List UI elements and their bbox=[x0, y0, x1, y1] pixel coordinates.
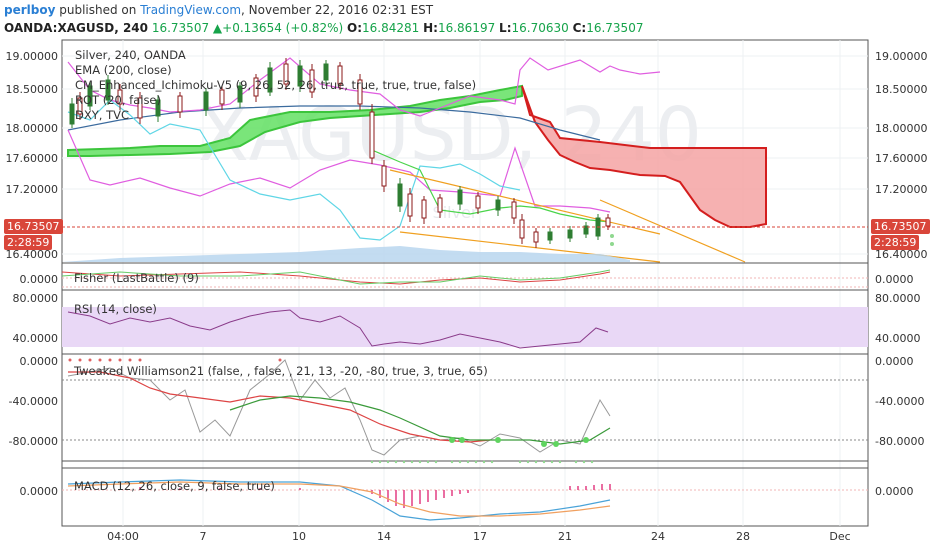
macd-tick: 0.0000 bbox=[20, 485, 59, 498]
publish-date: , November 22, 2016 02:31 EST bbox=[241, 3, 434, 17]
williams-signal-line bbox=[68, 371, 491, 443]
price-tick: 18.00000 bbox=[6, 122, 59, 135]
vertical-grid bbox=[122, 40, 841, 526]
time-tick: 7 bbox=[200, 530, 207, 543]
ichimoku-cloud-bear bbox=[521, 85, 767, 228]
close-label: C: bbox=[572, 21, 587, 35]
price-axis[interactable]: 19.00000 18.50000 18.00000 17.60000 17.2… bbox=[875, 50, 928, 261]
main-legend[interactable]: Silver, 240, OANDA EMA (200, close) CM_E… bbox=[75, 48, 476, 123]
rsi-pane-label[interactable]: RSI (14, close) bbox=[74, 302, 157, 316]
chart-border bbox=[61, 39, 869, 527]
rsi-tick: 40.0000 bbox=[875, 332, 921, 345]
high-value: 16.86197 bbox=[437, 21, 496, 35]
pane-axis-left: 0.0000 80.0000 40.0000 0.0000 -40.0000 -… bbox=[9, 273, 58, 498]
open-value: 16.84281 bbox=[362, 21, 420, 35]
dxy-line bbox=[67, 99, 521, 241]
time-tick: 21 bbox=[558, 530, 572, 543]
countdown-tag-left: 2:28:59 bbox=[4, 235, 53, 250]
last-price: 16.73507 bbox=[151, 21, 210, 35]
williams-tick: -80.0000 bbox=[9, 435, 58, 448]
signal-dots bbox=[610, 234, 614, 246]
change-arrow-icon: ▲ bbox=[212, 21, 223, 35]
williams-bottom-dots bbox=[370, 460, 594, 464]
volume-area bbox=[62, 246, 630, 262]
price-axis-left[interactable]: 19.00000 18.50000 18.00000 17.60000 17.2… bbox=[6, 50, 59, 261]
fisher-line-2 bbox=[61, 269, 611, 285]
symbol-label[interactable]: OANDA:XAGUSD, 240 bbox=[4, 21, 148, 35]
rsi-line bbox=[67, 309, 609, 349]
horizontal-grid bbox=[62, 55, 868, 255]
macd-line bbox=[67, 479, 611, 521]
legend-dxy[interactable]: DXY, TVC bbox=[75, 108, 129, 122]
fisher-tick: 0.0000 bbox=[875, 273, 914, 286]
williams-top-dots bbox=[68, 358, 282, 362]
price-tick: 18.50000 bbox=[875, 83, 928, 96]
site-link[interactable]: TradingView.com bbox=[140, 3, 242, 17]
pane-axis-right: 0.0000 80.0000 40.0000 0.0000 -40.0000 -… bbox=[875, 273, 924, 498]
time-tick: Dec bbox=[829, 530, 850, 543]
price-tick: 17.60000 bbox=[875, 152, 928, 165]
rsi-tick: 40.0000 bbox=[13, 332, 59, 345]
williams-tick: 0.0000 bbox=[875, 355, 914, 368]
time-tick: 10 bbox=[292, 530, 306, 543]
time-tick: 17 bbox=[473, 530, 487, 543]
ichimoku-cloud-bull bbox=[67, 84, 523, 157]
time-tick: 04:00 bbox=[107, 530, 139, 543]
price-tick: 17.20000 bbox=[875, 183, 928, 196]
last-price-tag-right: 16.73507 bbox=[871, 219, 930, 234]
chart-canvas[interactable]: XAGUSD, 240 Silver bbox=[0, 36, 932, 550]
rsi-band bbox=[62, 307, 868, 347]
time-axis[interactable]: 04:00 7 10 14 17 21 24 28 Dec bbox=[107, 530, 851, 543]
williams-tick: -80.0000 bbox=[875, 435, 924, 448]
williams-smooth-line bbox=[229, 395, 611, 445]
fisher-pane-label[interactable]: Fisher (LastBattle) (9) bbox=[74, 271, 199, 285]
legend-ema[interactable]: EMA (200, close) bbox=[75, 63, 172, 77]
rot-line-lower bbox=[67, 129, 611, 213]
price-tick: 18.00000 bbox=[875, 122, 928, 135]
price-tick: 19.00000 bbox=[6, 50, 59, 63]
williams-tick: -40.0000 bbox=[875, 395, 924, 408]
price-tick: 18.50000 bbox=[6, 83, 59, 96]
high-label: H: bbox=[423, 21, 438, 35]
price-tick: 17.20000 bbox=[6, 183, 59, 196]
time-tick: 14 bbox=[377, 530, 391, 543]
fisher-line-1 bbox=[61, 271, 611, 285]
channel-lines bbox=[389, 169, 746, 263]
last-price-tag-left: 16.73507 bbox=[4, 219, 63, 234]
price-tick: 19.00000 bbox=[875, 50, 928, 63]
macd-pane-label[interactable]: MACD (12, 26, close, 9, false, true) bbox=[74, 479, 275, 493]
pane-separators bbox=[62, 262, 868, 469]
williams-tick: -40.0000 bbox=[9, 395, 58, 408]
published-text: published on bbox=[55, 3, 141, 17]
publish-header: perlboy published on TradingView.com, No… bbox=[4, 3, 433, 17]
price-tick: 16.40000 bbox=[6, 248, 59, 261]
price-change: +0.13654 (+0.82%) bbox=[222, 21, 344, 35]
legend-rot[interactable]: ROT (20, false) bbox=[75, 93, 161, 107]
price-tick: 16.40000 bbox=[875, 248, 928, 261]
low-label: L: bbox=[499, 21, 512, 35]
fisher-tick: 0.0000 bbox=[20, 273, 59, 286]
williams-green-dots bbox=[449, 437, 589, 447]
williams-tick: 0.0000 bbox=[20, 355, 59, 368]
legend-ichimoku[interactable]: CM_Enhanced_Ichimoku-V5 (9, 26, 52, 26, … bbox=[75, 78, 477, 92]
williams-pane-label[interactable]: Tweaked Williamson21 (false, , false, , … bbox=[74, 364, 488, 378]
macd-tick: 0.0000 bbox=[875, 485, 914, 498]
candles bbox=[69, 58, 611, 248]
time-tick: 28 bbox=[736, 530, 750, 543]
low-value: 16.70630 bbox=[511, 21, 569, 35]
open-label: O: bbox=[347, 21, 363, 35]
rsi-tick: 80.0000 bbox=[13, 292, 59, 305]
macd-signal-line bbox=[67, 481, 611, 517]
rsi-tick: 80.0000 bbox=[875, 292, 921, 305]
legend-symbol[interactable]: Silver, 240, OANDA bbox=[75, 48, 186, 62]
williams-raw-line bbox=[67, 359, 611, 456]
countdown-tag-right: 2:28:59 bbox=[871, 235, 920, 250]
time-tick: 24 bbox=[651, 530, 665, 543]
close-value: 16.73507 bbox=[586, 21, 644, 35]
quote-line: OANDA:XAGUSD, 240 16.73507 ▲+0.13654 (+0… bbox=[4, 21, 643, 35]
author-link[interactable]: perlboy bbox=[4, 3, 56, 17]
price-tick: 17.60000 bbox=[6, 152, 59, 165]
